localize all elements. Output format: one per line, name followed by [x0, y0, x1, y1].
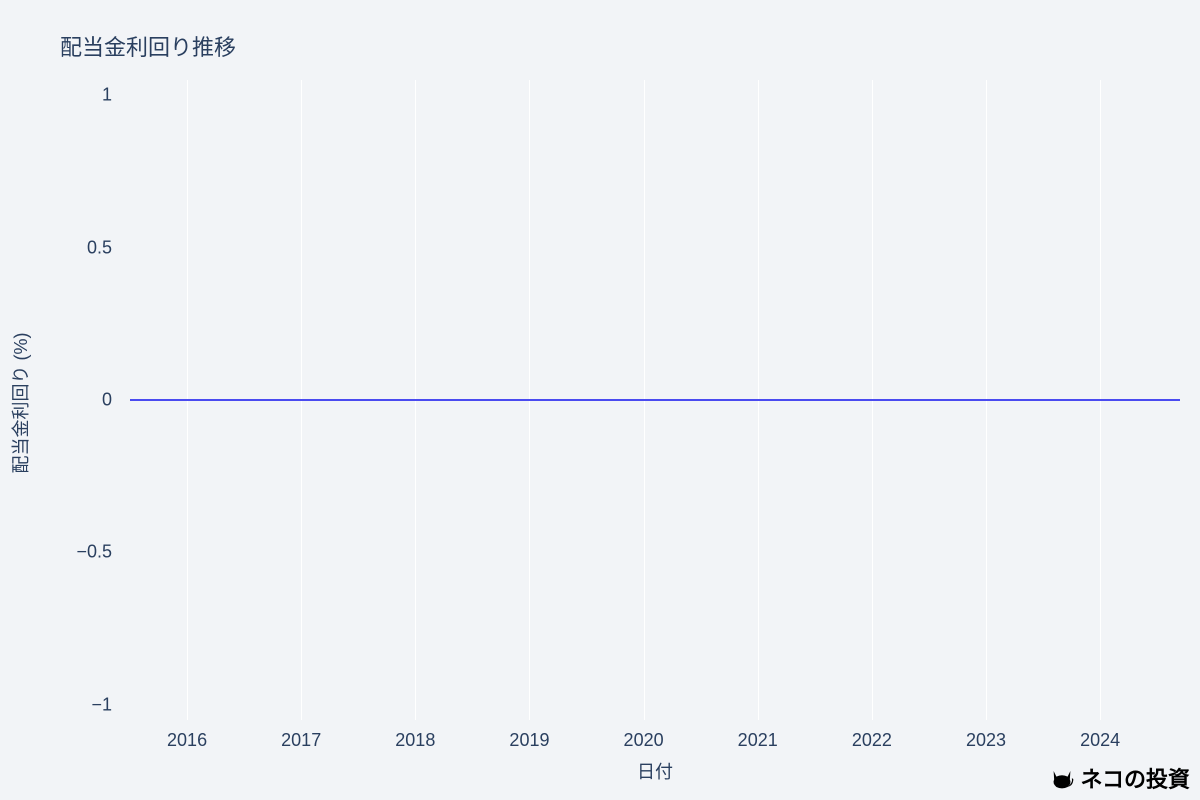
watermark-text: ネコの投資: [1080, 762, 1190, 794]
x-tick-label: 2018: [395, 730, 435, 751]
x-tick-label: 2024: [1080, 730, 1120, 751]
x-tick-label: 2022: [852, 730, 892, 751]
cat-icon: [1048, 764, 1076, 792]
y-axis-label: 配当金利回り (%): [7, 303, 33, 503]
plot-area: [130, 80, 1180, 720]
y-tick-label: −0.5: [76, 542, 112, 563]
x-tick-label: 2023: [966, 730, 1006, 751]
x-axis-label: 日付: [637, 758, 673, 784]
x-tick-label: 2019: [509, 730, 549, 751]
x-tick-label: 2017: [281, 730, 321, 751]
y-tick-label: −1: [91, 694, 112, 715]
x-tick-label: 2020: [624, 730, 664, 751]
x-tick-label: 2016: [167, 730, 207, 751]
y-tick-label: 0: [102, 390, 112, 411]
y-tick-label: 0.5: [87, 237, 112, 258]
watermark: ネコの投資: [1048, 762, 1190, 794]
chart-container: 配当金利回り推移 日付 配当金利回り (%) ネコの投資 2016 2017 201…: [0, 0, 1200, 800]
chart-title: 配当金利回り推移: [60, 30, 236, 62]
y-tick-label: 1: [102, 85, 112, 106]
x-tick-label: 2021: [738, 730, 778, 751]
series-line: [130, 399, 1180, 401]
